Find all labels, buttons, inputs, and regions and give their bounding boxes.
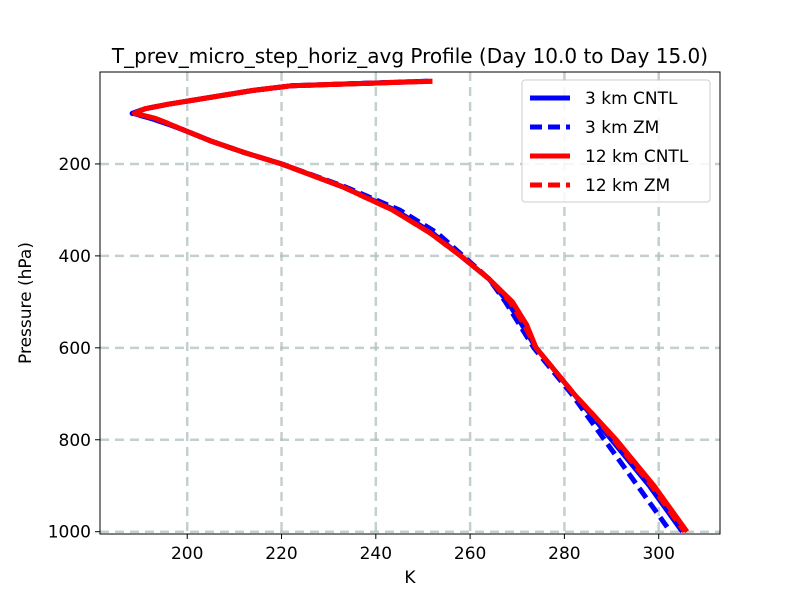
x-tick-label: 260 xyxy=(454,544,486,564)
x-tick-label: 280 xyxy=(548,544,580,564)
y-tick-label: 600 xyxy=(59,339,91,359)
y-tick-label: 1000 xyxy=(48,523,91,543)
legend-label: 12 km ZM xyxy=(585,176,670,196)
plot-frame xyxy=(99,71,721,535)
x-axis-label: K xyxy=(404,568,416,588)
legend-box xyxy=(521,79,711,203)
x-tick-label: 200 xyxy=(171,544,203,564)
y-tick-label: 200 xyxy=(59,155,91,175)
series-line-12-km-zm xyxy=(131,78,687,534)
y-tick-label: 800 xyxy=(59,431,91,451)
legend-label: 12 km CNTL xyxy=(585,147,689,167)
legend: 3 km CNTL 3 km ZM 12 km CNTL 12 km ZM xyxy=(521,79,711,203)
y-tick-label: 400 xyxy=(59,247,91,267)
axis-ticks: 200 220 240 260 280 300 200 400 600 800 1000 xyxy=(48,155,675,564)
legend-label: 3 km CNTL xyxy=(585,89,678,109)
legend-label: 3 km ZM xyxy=(585,118,659,138)
series-layer xyxy=(129,78,690,534)
x-tick-label: 220 xyxy=(265,544,297,564)
x-tick-label: 240 xyxy=(360,544,392,564)
chart-title: T_prev_micro_step_horiz_avg Profile (Day… xyxy=(111,44,708,68)
y-axis-label: Pressure (hPa) xyxy=(16,242,36,364)
x-tick-label: 300 xyxy=(642,544,674,564)
